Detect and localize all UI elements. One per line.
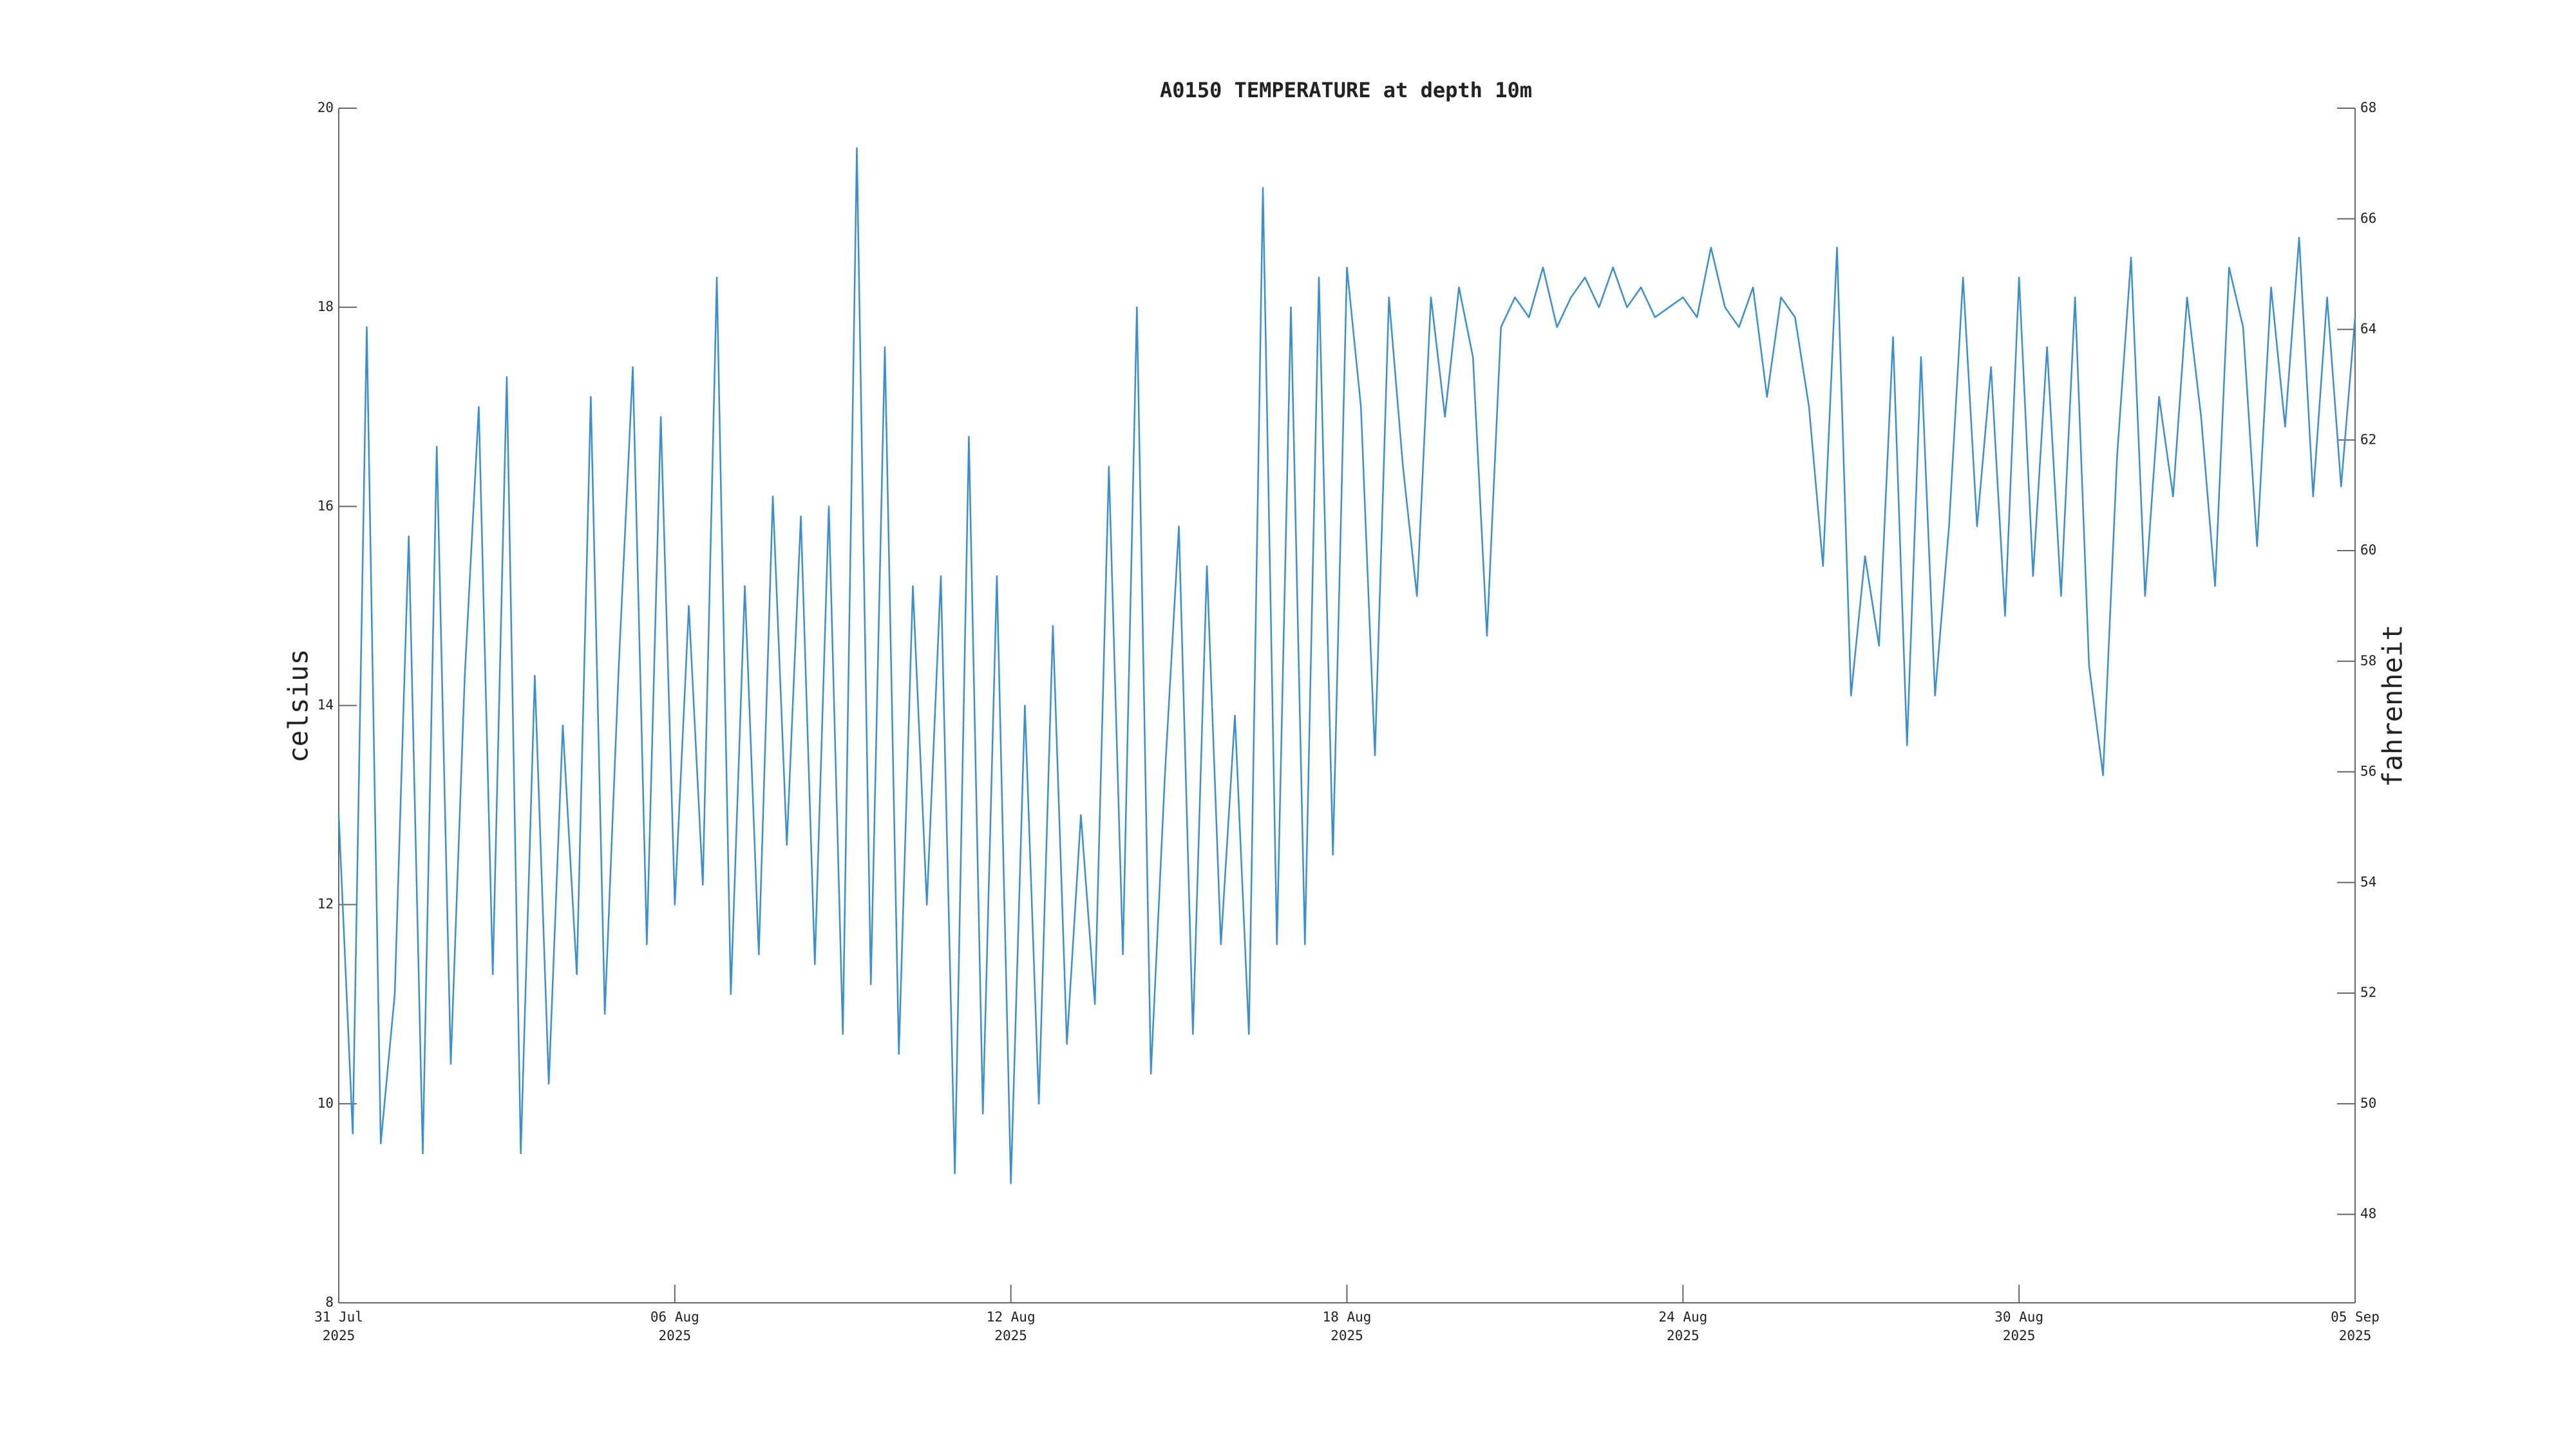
y2-axis-label: fahrenheit	[2377, 625, 2409, 788]
y2-tick-label: 58	[2360, 653, 2376, 668]
y-tick-label: 20	[317, 100, 334, 115]
x-tick-label: 31 Jul 2025	[314, 1309, 363, 1343]
temperature-line	[337, 147, 2356, 1184]
x-tick-label: 18 Aug 2025	[1322, 1309, 1372, 1343]
y2-tick-label: 52	[2360, 985, 2376, 1000]
x-tick-label: 05 Sep 2025	[2331, 1309, 2380, 1343]
y2-tick-label: 62	[2360, 431, 2376, 447]
x-tick-label: 12 Aug 2025	[986, 1309, 1036, 1343]
y2-tick-label: 56	[2360, 764, 2376, 779]
x-tick-label: 30 Aug 2025	[1994, 1309, 2044, 1343]
x-tick-label: 24 Aug 2025	[1658, 1309, 1708, 1343]
y2-tick-label: 68	[2360, 100, 2376, 115]
y-tick-label: 12	[317, 896, 334, 912]
y2-tick-label: 50	[2360, 1095, 2376, 1111]
y-tick-label: 18	[317, 299, 334, 314]
y2-tick-label: 60	[2360, 542, 2376, 558]
y2-tick-label: 48	[2360, 1206, 2376, 1222]
y-axis-label: celsius	[283, 649, 314, 762]
y2-tick-label: 64	[2360, 321, 2376, 337]
y-tick-label: 10	[317, 1095, 334, 1111]
x-tick-label: 06 Aug 2025	[650, 1309, 699, 1343]
y-tick-label: 14	[317, 697, 334, 713]
y2-tick-label: 66	[2360, 211, 2376, 226]
y-tick-label: 8	[325, 1294, 334, 1310]
y2-tick-label: 54	[2360, 874, 2376, 889]
chart-title: A0150 TEMPERATURE at depth 10m	[1160, 78, 1532, 102]
y-tick-label: 16	[317, 498, 334, 513]
